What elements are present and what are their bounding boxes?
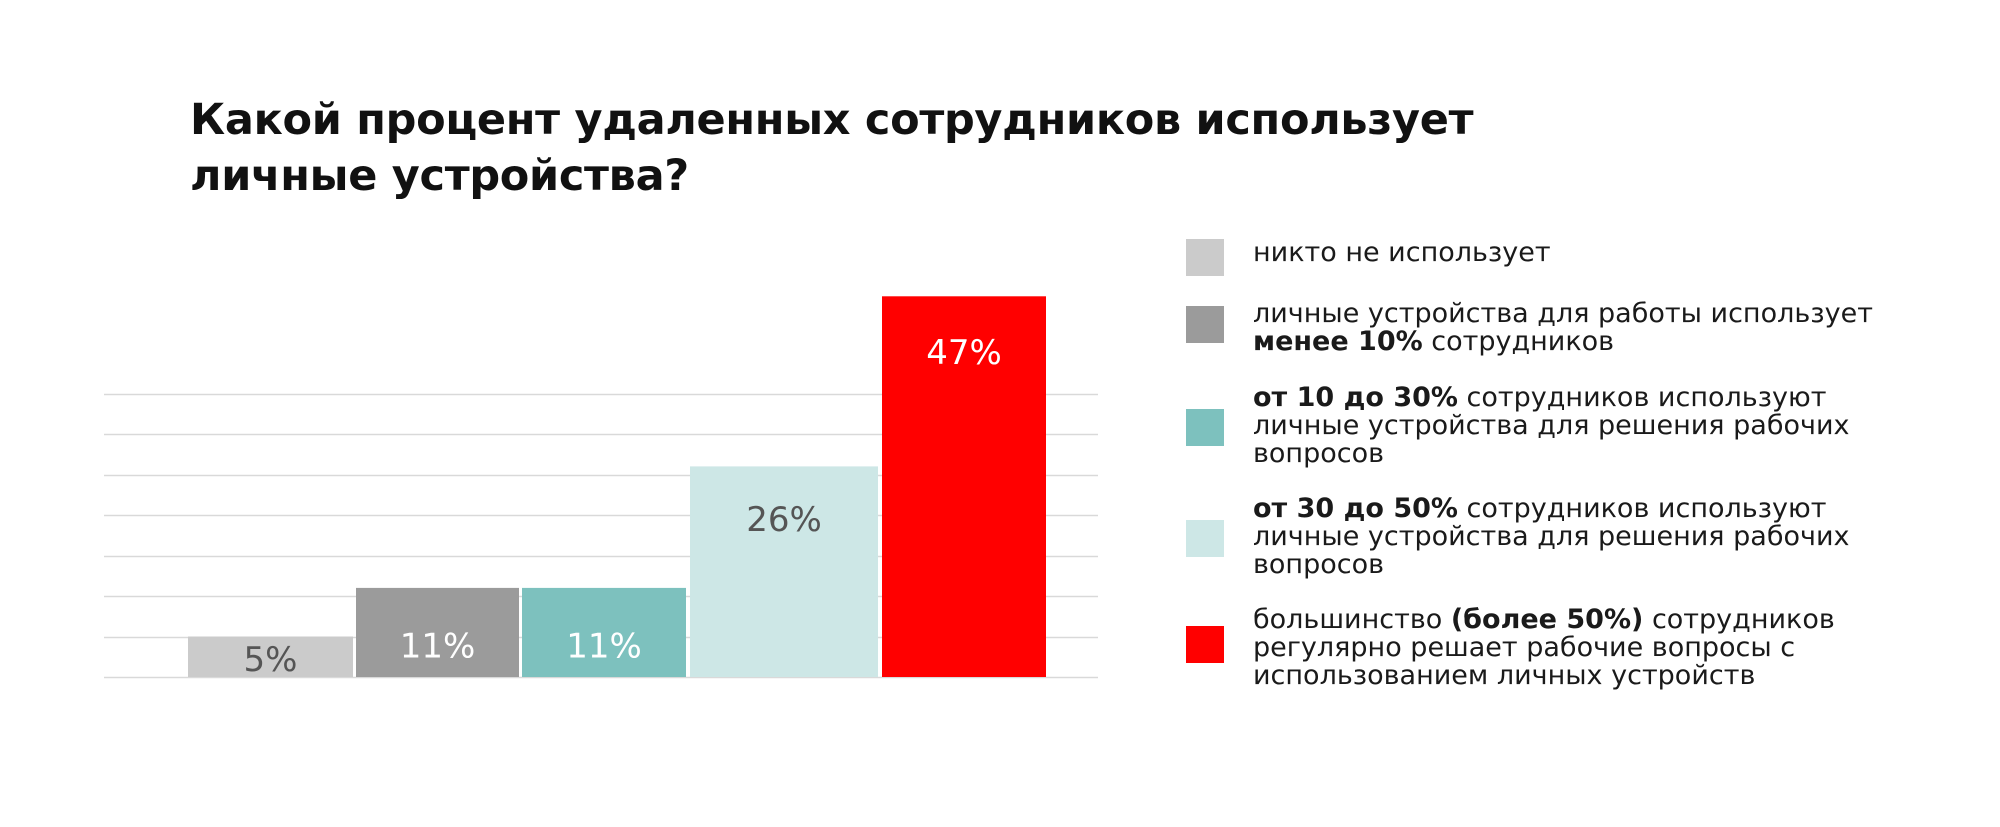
bar-chart: 5% 11% 11% 26% 47%	[104, 296, 1098, 680]
legend-text-run: большинство	[1253, 604, 1451, 635]
chart-title-line-2: личные устройства?	[190, 151, 689, 201]
bar-5	[882, 296, 1046, 677]
legend-label-1: никто не использует	[1253, 239, 1983, 267]
legend-label-line: использованием личных устройств	[1253, 662, 1983, 690]
legend-text-run: сотрудников	[1422, 326, 1615, 357]
legend-swatch-4	[1186, 520, 1224, 557]
legend-swatch-2	[1186, 306, 1224, 343]
legend-text-run: использованием личных устройств	[1253, 660, 1756, 691]
legend-emphasis: от 30 до 50%	[1253, 493, 1458, 524]
legend-label-line: личные устройства для решения рабочих	[1253, 412, 1983, 440]
legend-swatch-1	[1186, 239, 1224, 276]
bars	[188, 296, 1046, 677]
bar-2	[356, 587, 519, 677]
legend-swatch-3	[1186, 409, 1224, 446]
legend-text-run: сотрудников используют	[1457, 493, 1827, 524]
bar-1-value-label: 5%	[244, 640, 298, 680]
legend-label-4: от 30 до 50% сотрудников используют личны…	[1253, 495, 1983, 579]
legend-emphasis: (более 50%)	[1450, 604, 1644, 635]
bar-labels: 5% 11% 11% 26% 47%	[244, 333, 1002, 680]
legend-label-line: большинство (более 50%) сотрудников	[1253, 606, 1983, 634]
chart-title-line-1: Какой процент удаленных сотрудников испо…	[190, 95, 1474, 145]
legend-text-run: вопросов	[1253, 438, 1385, 469]
legend-label-line: вопросов	[1253, 551, 1983, 579]
bar-1	[188, 636, 353, 677]
legend-text-run: вопросов	[1253, 549, 1385, 580]
legend-emphasis: менее 10%	[1253, 326, 1423, 357]
legend-label-line: от 30 до 50% сотрудников используют	[1253, 495, 1983, 523]
legend-label-5: большинство (более 50%) сотрудников регул…	[1253, 606, 1983, 690]
legend-label-line: регулярно решает рабочие вопросы с	[1253, 634, 1983, 662]
legend-emphasis: от 10 до 30%	[1253, 382, 1458, 413]
legend-label-line: никто не использует	[1253, 239, 1983, 267]
legend-label-line: от 10 до 30% сотрудников используют	[1253, 384, 1983, 412]
legend-label-line: личные устройства для решения рабочих	[1253, 523, 1983, 551]
legend-text-run: никто не использует	[1253, 237, 1551, 268]
bar-2-value-label: 11%	[400, 626, 476, 666]
legend-text-run: личные устройства для решения рабочих	[1253, 521, 1850, 552]
bar-4	[690, 466, 878, 677]
legend-swatch-5	[1186, 626, 1224, 663]
legend-label-3: от 10 до 30% сотрудников используют личны…	[1253, 384, 1983, 468]
legend-label-line: вопросов	[1253, 440, 1983, 468]
legend-text-run: сотрудников используют	[1457, 382, 1827, 413]
bar-4-value-label: 26%	[746, 500, 822, 540]
legend-text-run: личные устройства для решения рабочих	[1253, 410, 1850, 441]
legend-label-line: менее 10% сотрудников	[1253, 328, 1983, 356]
bar-5-value-label: 47%	[926, 333, 1002, 373]
legend-label-2: личные устройства для работы использует м…	[1253, 300, 1983, 356]
legend-text-run: личные устройства для работы использует	[1253, 298, 1873, 329]
legend-label-line: личные устройства для работы использует	[1253, 300, 1983, 328]
legend-text-run: сотрудников	[1643, 604, 1835, 635]
chart-title: Какой процент удаленных сотрудников испо…	[190, 92, 1590, 204]
bar-3	[522, 587, 686, 677]
bar-3-value-label: 11%	[566, 626, 642, 666]
legend-text-run: регулярно решает рабочие вопросы с	[1253, 632, 1796, 663]
